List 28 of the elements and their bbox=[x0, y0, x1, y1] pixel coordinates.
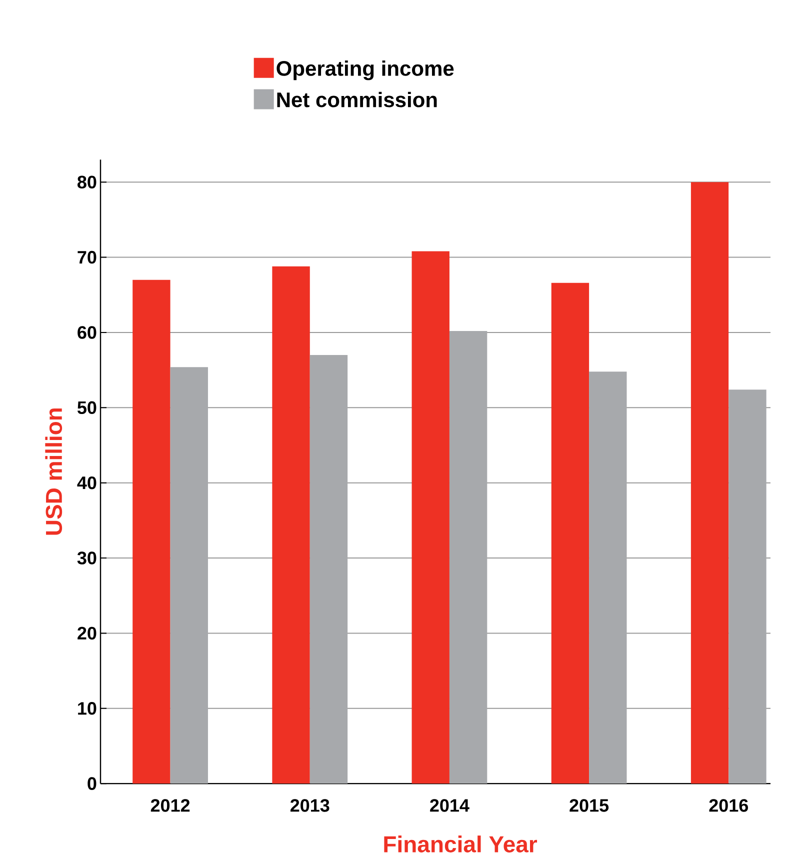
x-axis-title: Financial Year bbox=[384, 836, 538, 852]
bar bbox=[310, 355, 348, 784]
y-tick-label: 20 bbox=[78, 626, 96, 640]
x-tick-label: 2012 bbox=[150, 799, 190, 812]
bar bbox=[449, 330, 488, 784]
bar bbox=[272, 266, 310, 784]
y-tick-label: 10 bbox=[78, 702, 96, 715]
bar bbox=[412, 251, 450, 784]
y-tick-label: 80 bbox=[78, 176, 96, 188]
bar bbox=[728, 390, 766, 784]
x-tick-label: 2016 bbox=[709, 799, 748, 812]
y-tick-label: 30 bbox=[77, 552, 96, 564]
legend-label: Net commission bbox=[277, 92, 437, 108]
y-tick-label: 50 bbox=[77, 401, 96, 414]
bar bbox=[589, 372, 627, 784]
bar bbox=[690, 182, 729, 784]
y-tick-label: 60 bbox=[78, 326, 96, 339]
y-tick-label: 40 bbox=[77, 476, 96, 490]
x-tick-label: 2015 bbox=[570, 799, 609, 812]
y-tick-label: 70 bbox=[78, 250, 96, 264]
legend-label: Operating income bbox=[276, 60, 454, 80]
y-axis-title: USD million bbox=[45, 408, 62, 535]
x-tick-label: 2013 bbox=[290, 799, 330, 812]
bar bbox=[132, 280, 170, 784]
bar bbox=[551, 282, 590, 784]
y-tick-label: 0 bbox=[88, 777, 96, 790]
x-tick-label: 2014 bbox=[430, 799, 470, 812]
bar bbox=[170, 367, 208, 784]
